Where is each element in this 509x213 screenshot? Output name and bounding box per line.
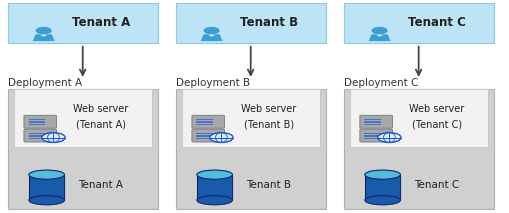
Text: Deployment C: Deployment C: [344, 78, 418, 88]
Circle shape: [378, 133, 401, 142]
Bar: [364, 138, 381, 139]
Bar: [197, 175, 233, 200]
FancyBboxPatch shape: [8, 89, 158, 209]
FancyBboxPatch shape: [182, 89, 320, 147]
Ellipse shape: [29, 196, 65, 205]
FancyBboxPatch shape: [14, 89, 152, 147]
Bar: [196, 121, 213, 123]
Text: Tenant A: Tenant A: [78, 180, 123, 190]
Bar: [196, 119, 213, 120]
Circle shape: [204, 27, 219, 34]
Text: Tenant C: Tenant C: [414, 180, 459, 190]
Text: Tenant B: Tenant B: [246, 180, 291, 190]
Bar: [29, 132, 45, 134]
Text: Deployment A: Deployment A: [8, 78, 82, 88]
Polygon shape: [33, 34, 54, 41]
Circle shape: [372, 27, 387, 34]
Ellipse shape: [29, 170, 65, 179]
Ellipse shape: [365, 196, 401, 205]
Circle shape: [210, 133, 233, 142]
Bar: [196, 138, 213, 139]
Text: (Tenant A): (Tenant A): [76, 120, 126, 130]
Text: Web server: Web server: [73, 104, 128, 114]
Bar: [29, 124, 45, 125]
Circle shape: [36, 27, 51, 34]
Polygon shape: [369, 34, 390, 41]
Text: Deployment B: Deployment B: [176, 78, 250, 88]
FancyBboxPatch shape: [24, 129, 56, 142]
Bar: [364, 121, 381, 123]
Bar: [196, 135, 213, 137]
FancyBboxPatch shape: [192, 129, 224, 142]
Bar: [364, 135, 381, 137]
FancyBboxPatch shape: [350, 89, 488, 147]
Bar: [29, 175, 65, 200]
Bar: [364, 124, 381, 125]
Ellipse shape: [197, 196, 233, 205]
Ellipse shape: [197, 170, 233, 179]
Circle shape: [42, 133, 65, 142]
Text: Web server: Web server: [409, 104, 464, 114]
Bar: [196, 132, 213, 134]
FancyBboxPatch shape: [360, 115, 392, 128]
Ellipse shape: [365, 170, 401, 179]
Bar: [29, 121, 45, 123]
Bar: [29, 138, 45, 139]
FancyBboxPatch shape: [192, 115, 224, 128]
Text: Tenant C: Tenant C: [408, 16, 466, 29]
FancyBboxPatch shape: [176, 3, 326, 43]
FancyBboxPatch shape: [344, 89, 494, 209]
Text: (Tenant C): (Tenant C): [411, 120, 462, 130]
FancyBboxPatch shape: [344, 3, 494, 43]
Bar: [196, 124, 213, 125]
Bar: [29, 135, 45, 137]
Text: Tenant A: Tenant A: [72, 16, 130, 29]
Polygon shape: [376, 35, 383, 37]
Polygon shape: [201, 34, 222, 41]
Polygon shape: [40, 35, 47, 37]
FancyBboxPatch shape: [360, 129, 392, 142]
Polygon shape: [208, 35, 215, 37]
FancyBboxPatch shape: [24, 115, 56, 128]
FancyBboxPatch shape: [8, 3, 158, 43]
Bar: [364, 132, 381, 134]
Text: Tenant B: Tenant B: [240, 16, 298, 29]
Bar: [29, 119, 45, 120]
Bar: [365, 175, 401, 200]
Text: (Tenant B): (Tenant B): [243, 120, 294, 130]
Bar: [364, 119, 381, 120]
Text: Web server: Web server: [241, 104, 296, 114]
FancyBboxPatch shape: [176, 89, 326, 209]
